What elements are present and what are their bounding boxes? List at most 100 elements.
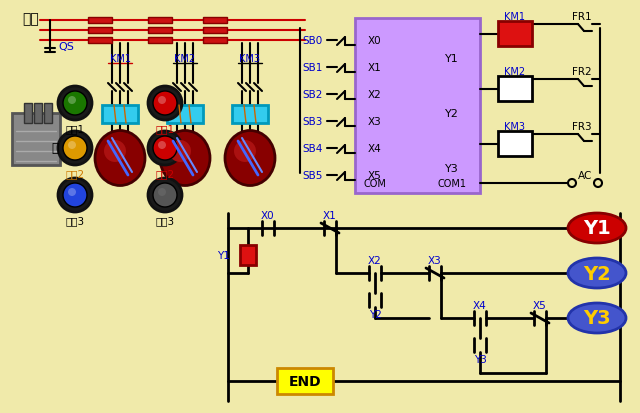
Bar bbox=[203, 38, 227, 44]
Circle shape bbox=[68, 97, 76, 105]
Ellipse shape bbox=[568, 303, 626, 333]
Text: X0: X0 bbox=[261, 211, 275, 221]
Text: FR2: FR2 bbox=[572, 67, 592, 77]
Bar bbox=[232, 106, 268, 124]
Text: SB3: SB3 bbox=[303, 117, 323, 127]
Text: Y1: Y1 bbox=[217, 250, 230, 260]
Text: X4: X4 bbox=[368, 144, 382, 154]
Text: X2: X2 bbox=[368, 90, 382, 100]
Ellipse shape bbox=[234, 141, 256, 163]
Ellipse shape bbox=[169, 141, 191, 163]
Text: KM2: KM2 bbox=[504, 67, 525, 77]
Bar bbox=[88, 18, 112, 24]
Circle shape bbox=[158, 97, 166, 105]
Text: X0: X0 bbox=[368, 36, 382, 46]
Circle shape bbox=[148, 178, 182, 212]
Text: 电源: 电源 bbox=[22, 12, 39, 26]
Bar bbox=[498, 77, 532, 102]
Text: SB2: SB2 bbox=[303, 90, 323, 100]
Circle shape bbox=[594, 180, 602, 188]
Circle shape bbox=[158, 142, 166, 150]
Text: 停止3: 停止3 bbox=[156, 216, 175, 225]
Circle shape bbox=[58, 132, 92, 166]
Bar bbox=[24, 104, 32, 124]
Text: Y1: Y1 bbox=[583, 219, 611, 238]
Text: X5: X5 bbox=[368, 171, 382, 180]
Text: END: END bbox=[289, 374, 321, 388]
Bar bbox=[148, 38, 172, 44]
Text: 启动1: 启动1 bbox=[65, 124, 84, 134]
Text: X5: X5 bbox=[533, 300, 547, 310]
Circle shape bbox=[68, 189, 76, 197]
Text: COM1: COM1 bbox=[438, 178, 467, 189]
Bar bbox=[240, 245, 256, 266]
Text: COM: COM bbox=[364, 178, 387, 189]
Circle shape bbox=[153, 183, 177, 207]
Bar bbox=[88, 38, 112, 44]
Ellipse shape bbox=[95, 131, 145, 186]
Bar bbox=[12, 114, 60, 166]
Text: Y2: Y2 bbox=[583, 264, 611, 283]
Text: X1: X1 bbox=[368, 63, 382, 73]
Text: FR1: FR1 bbox=[572, 12, 592, 22]
Circle shape bbox=[153, 92, 177, 116]
Text: 停止2: 停止2 bbox=[156, 169, 175, 178]
Text: SB5: SB5 bbox=[303, 171, 323, 180]
Circle shape bbox=[158, 189, 166, 197]
Text: KM3: KM3 bbox=[239, 54, 260, 64]
Text: Y3: Y3 bbox=[583, 309, 611, 328]
Bar bbox=[148, 18, 172, 24]
Text: 🔥: 🔥 bbox=[51, 142, 59, 155]
Ellipse shape bbox=[225, 131, 275, 186]
Text: Y2: Y2 bbox=[369, 309, 381, 319]
Circle shape bbox=[153, 137, 177, 161]
Ellipse shape bbox=[160, 131, 210, 186]
Text: KM2: KM2 bbox=[175, 54, 196, 64]
Circle shape bbox=[58, 87, 92, 121]
Bar bbox=[88, 28, 112, 34]
Bar bbox=[167, 106, 203, 124]
Text: AC: AC bbox=[578, 171, 592, 180]
Bar bbox=[498, 132, 532, 157]
Text: 启动3: 启动3 bbox=[65, 216, 84, 225]
Text: KM3: KM3 bbox=[504, 122, 525, 132]
Ellipse shape bbox=[568, 214, 626, 243]
Circle shape bbox=[148, 87, 182, 121]
Circle shape bbox=[63, 183, 87, 207]
Text: KM1: KM1 bbox=[504, 12, 525, 22]
Text: SB4: SB4 bbox=[303, 144, 323, 154]
Text: X3: X3 bbox=[368, 117, 382, 127]
Text: SB0: SB0 bbox=[303, 36, 323, 46]
Text: QS: QS bbox=[58, 42, 74, 52]
Circle shape bbox=[148, 132, 182, 166]
Bar bbox=[44, 104, 52, 124]
Text: X4: X4 bbox=[473, 300, 487, 310]
Circle shape bbox=[63, 92, 87, 116]
Text: SB1: SB1 bbox=[303, 63, 323, 73]
Bar bbox=[203, 18, 227, 24]
Text: 停止1: 停止1 bbox=[156, 124, 175, 134]
Circle shape bbox=[568, 180, 576, 188]
Bar bbox=[148, 28, 172, 34]
Circle shape bbox=[63, 137, 87, 161]
Bar bbox=[102, 106, 138, 124]
Circle shape bbox=[58, 178, 92, 212]
Text: Y1: Y1 bbox=[445, 54, 459, 64]
Text: Y3: Y3 bbox=[445, 164, 459, 173]
Text: Y3: Y3 bbox=[474, 354, 486, 364]
Text: X1: X1 bbox=[323, 211, 337, 221]
Ellipse shape bbox=[104, 141, 126, 163]
Text: Y2: Y2 bbox=[445, 109, 459, 119]
Bar bbox=[498, 22, 532, 47]
Circle shape bbox=[68, 142, 76, 150]
Bar bbox=[203, 28, 227, 34]
Text: 启动2: 启动2 bbox=[65, 169, 84, 178]
Text: KM1: KM1 bbox=[109, 54, 131, 64]
Bar bbox=[277, 368, 333, 394]
Text: FR3: FR3 bbox=[572, 122, 592, 132]
Text: X2: X2 bbox=[368, 255, 382, 266]
Ellipse shape bbox=[568, 259, 626, 288]
Bar bbox=[34, 104, 42, 124]
Bar bbox=[355, 19, 480, 194]
Text: X3: X3 bbox=[428, 255, 442, 266]
